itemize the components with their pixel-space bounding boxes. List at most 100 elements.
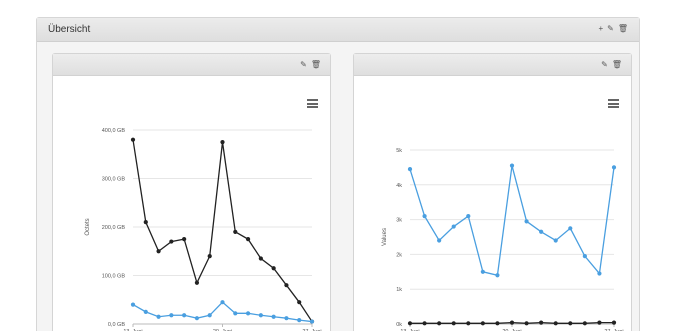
- data-point: [194, 316, 200, 321]
- overview-panel-header: Übersicht + ✎ 🗑: [37, 18, 639, 42]
- data-point: [169, 313, 174, 318]
- data-point: [422, 214, 427, 219]
- data-point: [233, 229, 238, 234]
- data-point: [466, 321, 471, 326]
- y-tick-label: 3k: [396, 218, 402, 224]
- data-point: [524, 219, 529, 224]
- y-tick-label: 400,0 GB: [102, 128, 126, 134]
- data-point: [582, 254, 587, 259]
- y-tick-label: 200,0 GB: [102, 225, 126, 231]
- delete-icon[interactable]: 🗑: [611, 60, 623, 69]
- overview-panel: Übersicht + ✎ 🗑 ✎ 🗑 0,0 GB 100,0 GB 200,0 …: [36, 17, 640, 331]
- data-point: [524, 321, 529, 326]
- card-tools: ✎ 🗑: [300, 60, 322, 70]
- series-line-0: [409, 165, 615, 277]
- data-point: [258, 256, 263, 261]
- data-point: [130, 137, 136, 142]
- data-point: [271, 314, 276, 319]
- data-point: [245, 237, 251, 242]
- edit-icon[interactable]: ✎: [300, 60, 308, 69]
- x-tick-label: 13. Juni: [400, 329, 419, 331]
- data-point: [220, 300, 225, 305]
- data-point: [156, 249, 161, 254]
- x-tick-label: 13. Juni: [123, 329, 142, 331]
- y-tick-label: 5k: [396, 148, 402, 154]
- add-icon[interactable]: +: [598, 24, 605, 33]
- card-header: ✎ 🗑: [53, 54, 330, 76]
- data-point: [480, 321, 485, 326]
- hamburger-icon[interactable]: [307, 99, 318, 108]
- data-point: [130, 302, 136, 307]
- data-point: [451, 224, 456, 229]
- edit-icon[interactable]: ✎: [607, 24, 615, 33]
- data-point: [233, 311, 238, 316]
- series-line-0: [132, 139, 313, 322]
- x-tick-label: 27. Juni: [302, 329, 321, 331]
- data-point: [568, 321, 573, 326]
- traffic-chart-card: ✎ 🗑 0,0 GB 100,0 GB 200,0 GB 300,0 GB 400,0 …: [52, 53, 331, 331]
- data-point: [568, 226, 573, 231]
- data-point: [407, 167, 413, 172]
- x-tick-label: 20. Juni: [502, 329, 521, 331]
- data-point: [207, 254, 212, 259]
- values-line-chart: 0k1k2k3k4k5k13. Juni20. Juni27. JuniDayV…: [382, 148, 624, 331]
- data-point: [422, 321, 427, 326]
- y-tick-label: 2k: [396, 252, 402, 258]
- data-point: [495, 273, 500, 278]
- data-point: [553, 238, 558, 243]
- y-tick-label: 100,0 GB: [102, 274, 126, 280]
- y-axis-title: Values: [382, 228, 388, 246]
- data-point: [539, 229, 544, 234]
- data-point: [480, 269, 485, 274]
- data-point: [553, 321, 558, 326]
- x-tick-label: 20. Juni: [213, 329, 232, 331]
- data-point: [194, 280, 200, 285]
- y-tick-label: 300,0 GB: [102, 177, 126, 183]
- data-point: [258, 313, 263, 318]
- data-point: [284, 283, 289, 288]
- panel-tools: + ✎ 🗑: [598, 24, 629, 34]
- hamburger-icon[interactable]: [608, 99, 619, 108]
- data-point: [297, 318, 302, 323]
- data-point: [495, 321, 500, 326]
- y-tick-label: 1k: [396, 287, 402, 293]
- y-tick-label: 0,0 GB: [108, 322, 125, 328]
- data-point: [509, 163, 515, 168]
- data-point: [182, 313, 187, 318]
- data-point: [437, 321, 442, 326]
- data-point: [143, 309, 148, 314]
- data-point: [182, 237, 187, 242]
- data-point: [245, 311, 251, 316]
- data-point: [407, 321, 413, 326]
- data-point: [220, 140, 225, 145]
- data-point: [143, 220, 148, 225]
- data-point: [437, 238, 442, 243]
- values-chart-card: ✎ 🗑 0k 1k 2k 3k 4k 5k 13. Juni 20. Juni 27. Juni…: [353, 53, 632, 331]
- data-point: [297, 300, 302, 305]
- data-point: [582, 321, 587, 326]
- data-point: [466, 214, 471, 219]
- x-tick-label: 27. Juni: [604, 329, 623, 331]
- data-point: [309, 319, 315, 324]
- data-point: [207, 313, 212, 318]
- y-axis-title: Octets: [85, 218, 91, 235]
- data-point: [271, 266, 276, 271]
- octets-line-chart: 0,0 GB 100,0 GB 200,0 GB 300,0 GB 400,0 GB 13…: [85, 128, 322, 331]
- data-point: [539, 320, 544, 325]
- edit-icon[interactable]: ✎: [601, 60, 609, 69]
- panel-title: Übersicht: [48, 24, 91, 35]
- data-point: [597, 271, 602, 276]
- data-point: [156, 314, 161, 319]
- data-point: [509, 320, 515, 325]
- y-tick-label: 4k: [396, 183, 402, 189]
- y-tick-label: 0k: [396, 322, 402, 328]
- card-tools: ✎ 🗑: [601, 60, 623, 70]
- delete-icon[interactable]: 🗑: [310, 60, 322, 69]
- data-point: [284, 316, 289, 321]
- data-point: [611, 320, 617, 325]
- delete-icon[interactable]: 🗑: [617, 24, 629, 33]
- data-point: [169, 239, 174, 244]
- card-header: ✎ 🗑: [354, 54, 631, 76]
- data-point: [451, 321, 456, 326]
- data-point: [611, 165, 617, 170]
